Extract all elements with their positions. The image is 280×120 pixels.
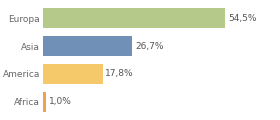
Bar [43,64,102,84]
Text: 1,0%: 1,0% [49,97,72,106]
Text: 17,8%: 17,8% [105,69,134,78]
Bar [43,36,132,56]
Text: 26,7%: 26,7% [135,42,164,51]
Bar [43,8,225,28]
Text: 54,5%: 54,5% [228,14,256,23]
Bar [43,92,46,112]
